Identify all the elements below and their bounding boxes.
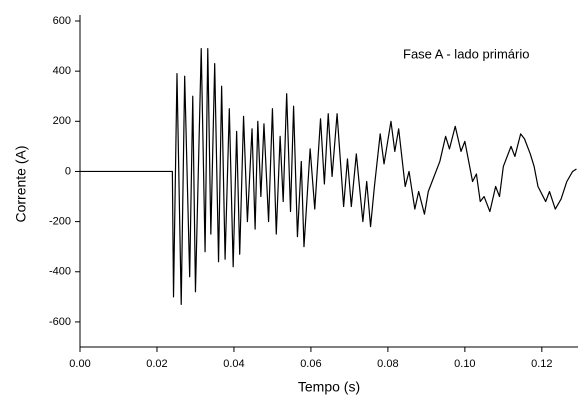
x-tick-label: 0.10 <box>454 358 475 370</box>
y-tick-label: 400 <box>53 65 71 77</box>
x-axis-title: Tempo (s) <box>298 379 360 395</box>
x-tick-label: 0.04 <box>223 358 244 370</box>
y-tick-label: 600 <box>53 15 71 27</box>
line <box>80 47 577 305</box>
y-tick-label: -400 <box>49 266 71 278</box>
y-tick-label: 0 <box>65 165 71 177</box>
y-axis-title: Corrente (A) <box>13 145 29 222</box>
x-tick-label: 0.06 <box>300 358 321 370</box>
x-tick-label: 0.08 <box>377 358 398 370</box>
x-tick-label: 0.00 <box>69 358 90 370</box>
y-tick-label: -200 <box>49 216 71 228</box>
x-tick-label: 0.12 <box>531 358 552 370</box>
y-tick-label: -600 <box>49 316 71 328</box>
annotation: Fase A - lado primário <box>403 46 529 61</box>
x-tick-label: 0.02 <box>146 358 167 370</box>
y-tick-label: 200 <box>53 115 71 127</box>
